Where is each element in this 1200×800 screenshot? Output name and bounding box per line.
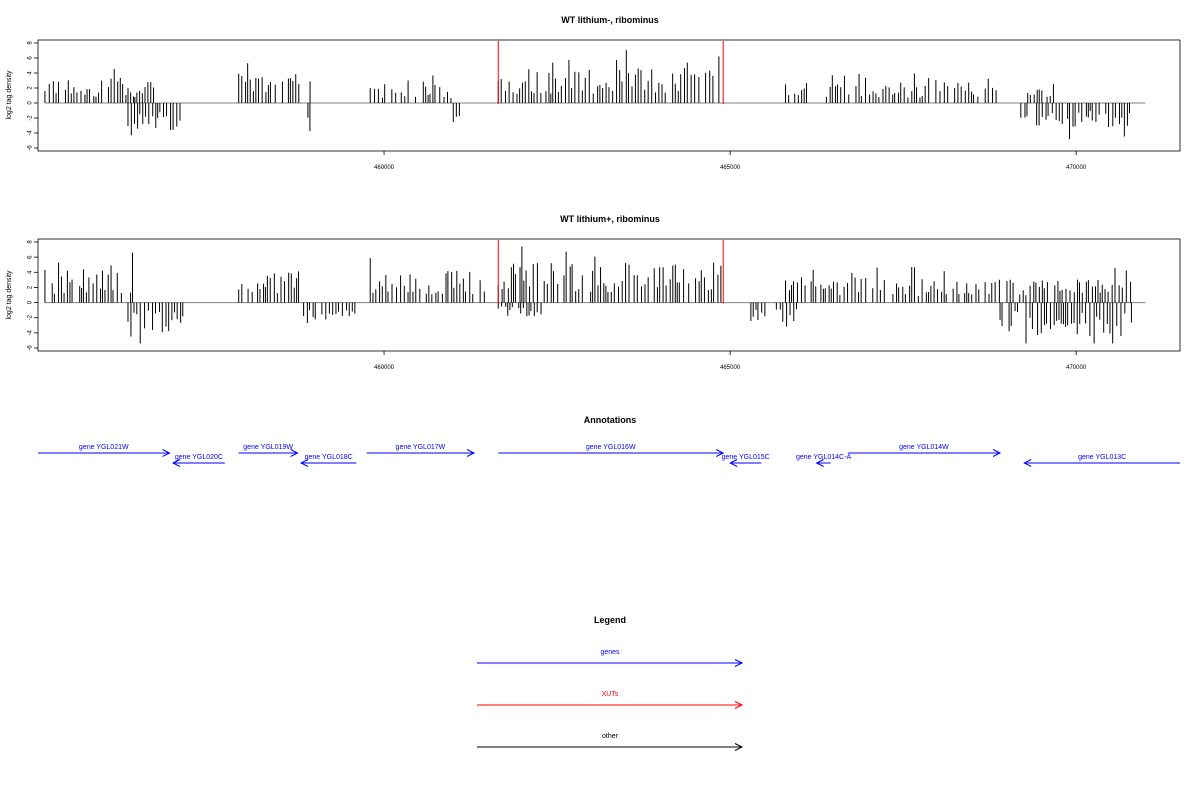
track-panel-lithium-plus: WT lithium+, ribominus log2 tag density … bbox=[6, 214, 1181, 371]
gene-arrow-head bbox=[171, 459, 181, 467]
x-tick-label: 470000 bbox=[1066, 165, 1087, 171]
y-tick-label: 4 bbox=[28, 71, 34, 75]
y-tick-label: 0 bbox=[28, 300, 34, 304]
y-axis-label: log2 tag density bbox=[6, 70, 13, 120]
x-tick-label: 465000 bbox=[720, 165, 741, 171]
gene-arrow-head bbox=[815, 459, 824, 467]
y-tick-label: -4 bbox=[28, 330, 34, 336]
y-tick-label: 8 bbox=[28, 41, 34, 45]
y-tick-label: -6 bbox=[28, 145, 34, 151]
gene-label: gene YGL021W bbox=[79, 444, 129, 451]
legend: Legend genes XUTs other bbox=[477, 615, 744, 751]
plot-frame bbox=[37, 39, 1181, 152]
gene-arrow-head bbox=[992, 449, 1002, 457]
gene-arrow-head bbox=[466, 449, 476, 457]
y-tick-label: -6 bbox=[28, 345, 34, 351]
track-panel-lithium-minus: WT lithium-, ribominus log2 tag density … bbox=[6, 15, 1181, 171]
track-title: WT lithium-, ribominus bbox=[561, 15, 659, 25]
legend-label: genes bbox=[600, 649, 620, 656]
legend-title: Legend bbox=[594, 615, 626, 625]
track-title: WT lithium+, ribominus bbox=[560, 214, 660, 224]
y-axis: -6 -4 -2 0 2 4 6 8 bbox=[28, 41, 38, 151]
x-tick-label: 460000 bbox=[374, 365, 395, 371]
legend-arrow-head bbox=[734, 659, 744, 667]
gene-arrow-head bbox=[729, 459, 738, 467]
annotations-title: Annotations bbox=[584, 415, 637, 425]
y-tick-label: -4 bbox=[28, 130, 34, 136]
y-tick-label: -2 bbox=[28, 115, 34, 121]
plot-frame bbox=[37, 238, 1181, 352]
y-axis: -6 -4 -2 0 2 4 6 8 bbox=[28, 240, 38, 351]
gene-label: gene YGL020C bbox=[175, 454, 223, 461]
gene-label: gene YGL018C bbox=[305, 454, 353, 461]
y-tick-label: 2 bbox=[28, 285, 34, 289]
y-tick-label: 8 bbox=[28, 240, 34, 244]
gene-label: gene YGL013C bbox=[1078, 454, 1126, 461]
gene-arrow-head bbox=[290, 449, 299, 457]
gene-label: gene YGL016W bbox=[586, 444, 636, 451]
gene-arrow-head bbox=[299, 459, 309, 467]
bar-series bbox=[44, 246, 1146, 344]
gene-arrow-head bbox=[715, 449, 725, 457]
y-tick-label: 6 bbox=[28, 56, 34, 60]
legend-label: other bbox=[602, 733, 619, 740]
bar-series bbox=[44, 50, 1146, 140]
gene-arrow-head bbox=[1023, 459, 1032, 467]
gene-label: gene YGL015C bbox=[722, 454, 770, 461]
x-tick-label: 460000 bbox=[374, 165, 395, 171]
gene-annotations: gene YGL021W gene YGL020C gene YGL019W gene… bbox=[38, 444, 1180, 467]
y-tick-label: 4 bbox=[28, 270, 34, 274]
legend-arrow-head bbox=[734, 701, 744, 709]
gene-label: gene YGL014C-A bbox=[796, 454, 851, 461]
legend-items: genes XUTs other bbox=[477, 649, 744, 751]
legend-arrow-head bbox=[734, 743, 744, 751]
x-axis: 460000 465000 470000 bbox=[374, 351, 1087, 371]
y-tick-label: 2 bbox=[28, 86, 34, 90]
gene-label: gene YGL014W bbox=[899, 444, 949, 451]
y-tick-label: 0 bbox=[28, 101, 34, 105]
x-axis: 460000 465000 470000 bbox=[374, 151, 1087, 171]
y-axis-label: log2 tag density bbox=[6, 270, 13, 320]
gene-label: gene YGL019W bbox=[243, 444, 293, 451]
gene-label: gene YGL017W bbox=[396, 444, 446, 451]
x-tick-label: 470000 bbox=[1066, 365, 1087, 371]
gene-arrow-head bbox=[162, 449, 171, 457]
y-tick-label: 6 bbox=[28, 255, 34, 259]
xut-markers bbox=[497, 240, 724, 304]
y-tick-label: -2 bbox=[28, 314, 34, 320]
legend-label: XUTs bbox=[602, 691, 619, 698]
x-tick-label: 465000 bbox=[720, 365, 741, 371]
xut-markers bbox=[497, 41, 724, 104]
